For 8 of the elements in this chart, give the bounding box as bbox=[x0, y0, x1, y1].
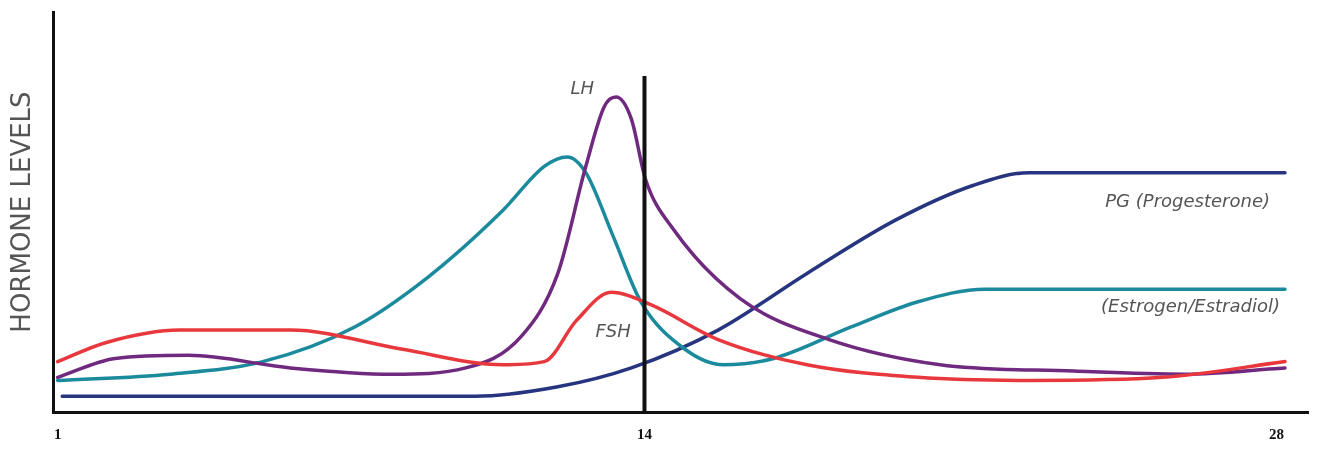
x-tick-label: 1 bbox=[53, 425, 62, 442]
x-tick-label: 14 bbox=[636, 425, 653, 442]
series-label: PG (Progesterone) bbox=[1105, 190, 1270, 212]
series-label: FSH bbox=[595, 319, 632, 341]
y-axis-title: HORMONE LEVELS bbox=[6, 91, 37, 333]
series-label: (Estrogen/Estradiol) bbox=[1101, 294, 1280, 316]
x-tick-label: 28 bbox=[1268, 425, 1284, 442]
series-label: LH bbox=[570, 76, 595, 98]
